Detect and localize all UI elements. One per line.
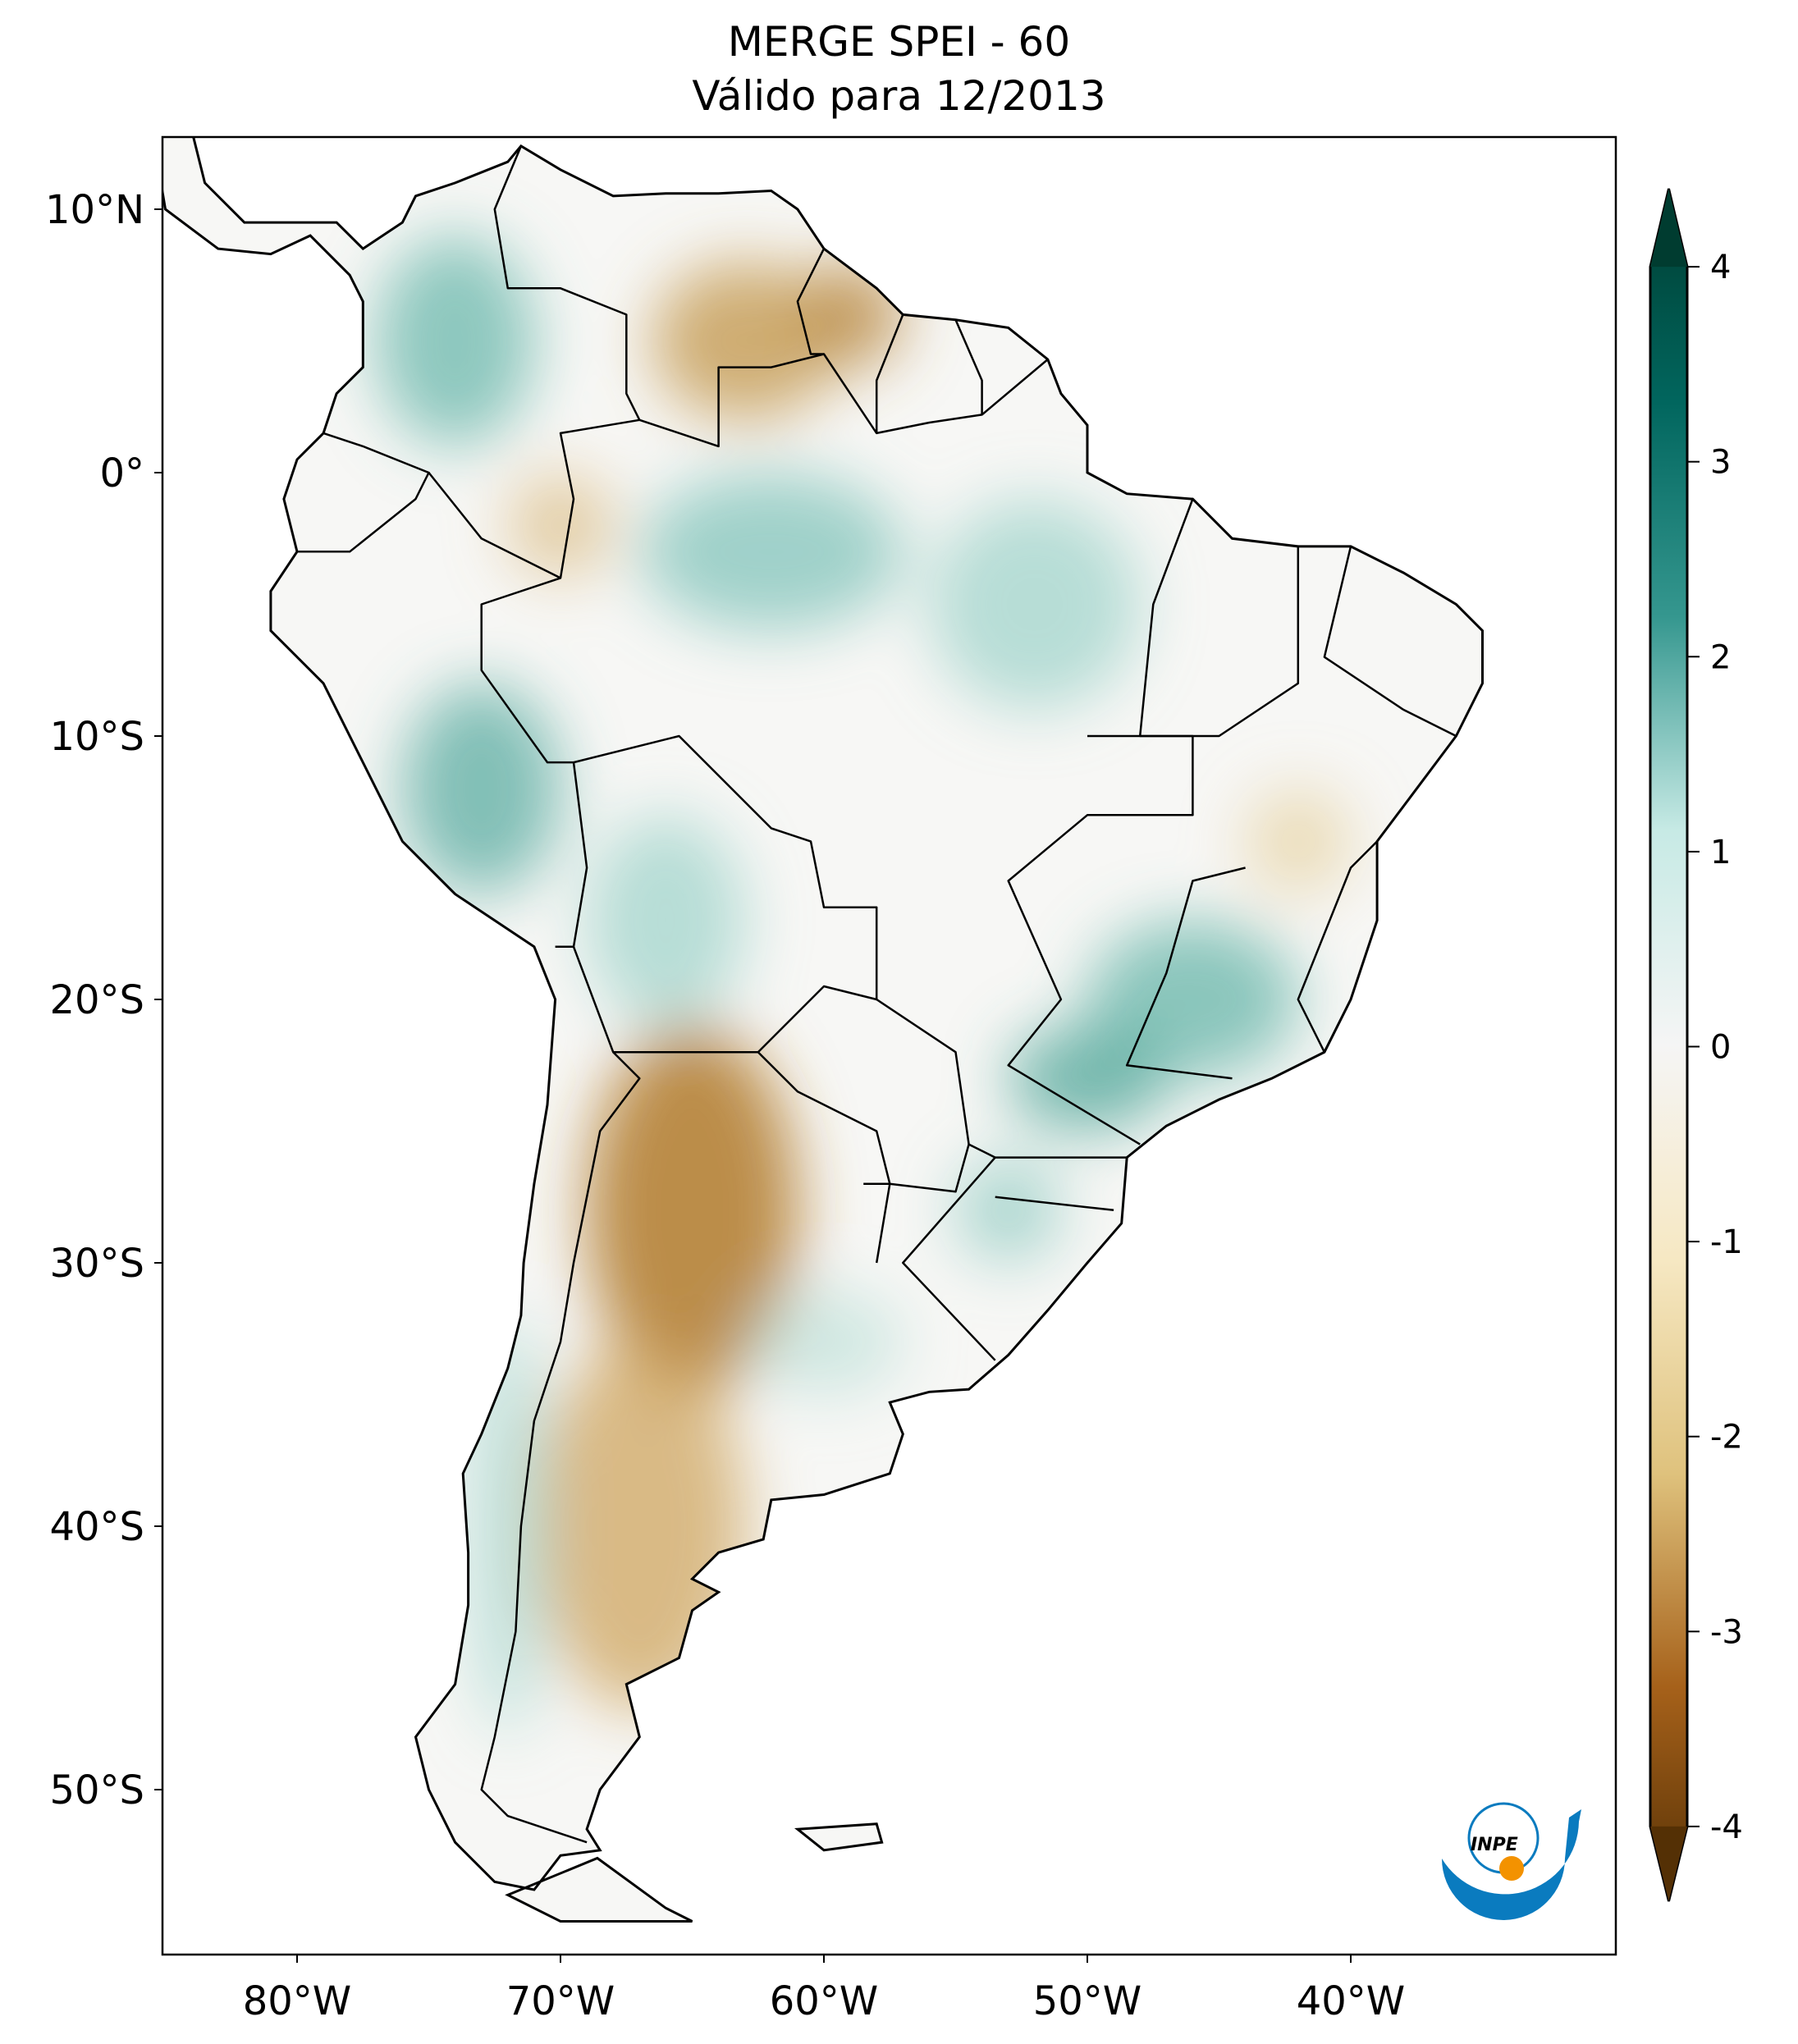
- border-line: [1192, 546, 1300, 738]
- border-line: [1007, 734, 1194, 1145]
- country-borders: [162, 137, 1484, 1923]
- colorbar-tick-label: -3: [1710, 1613, 1743, 1651]
- border-line: [1323, 546, 1404, 711]
- latitude-ticks: 10°N 0° 10°S 20°S 30°S 40°S 50°S: [45, 187, 162, 1813]
- border-line: [954, 319, 983, 415]
- border-line: [995, 1196, 1114, 1212]
- inpe-logo: INPE: [1442, 1802, 1581, 1920]
- y-tick-label: 50°S: [49, 1767, 144, 1813]
- spei-anomaly-patch: [507, 473, 614, 578]
- spei-anomaly-patch: [929, 499, 1141, 710]
- spei-anomaly-patch: [587, 1026, 798, 1395]
- colorbar-tick-label: -4: [1710, 1809, 1743, 1846]
- x-tick-label: 60°W: [770, 1978, 879, 2024]
- border-line: [1297, 840, 1378, 1053]
- y-tick-label: 10°N: [45, 187, 144, 233]
- spei-anomaly-patch: [652, 262, 838, 420]
- x-tick-label: 50°W: [1033, 1978, 1142, 2024]
- border-line: [863, 1182, 891, 1264]
- y-tick-label: 10°S: [49, 714, 144, 760]
- colorbar-tick-label: 2: [1710, 638, 1731, 676]
- spei-anomaly-patch: [744, 1289, 904, 1395]
- y-tick-label: 30°S: [49, 1241, 144, 1287]
- border-line: [757, 1051, 970, 1193]
- colorbar-extend-max: [1650, 189, 1687, 268]
- coastline: [162, 137, 1484, 1923]
- border-line: [1402, 708, 1457, 738]
- x-tick-label: 70°W: [506, 1978, 615, 2024]
- map-area: [162, 137, 1484, 1923]
- logo-arrow-icon: [1442, 1809, 1581, 1920]
- colorbar-scale: [1649, 188, 1689, 1902]
- longitude-ticks: 80°W 70°W 60°W 50°W 40°W: [243, 1955, 1406, 2024]
- y-tick-label: 0°: [99, 450, 144, 496]
- map-title-line1: MERGE SPEI - 60: [727, 18, 1071, 66]
- x-tick-label: 40°W: [1297, 1978, 1406, 2024]
- border-line: [572, 761, 877, 1054]
- y-tick-label: 40°S: [49, 1504, 144, 1550]
- map-frame: [161, 135, 1617, 1956]
- colorbar: 4 3 2 1 0 -1 -2 -3 -4: [1649, 188, 1743, 1902]
- border-line: [1125, 867, 1246, 1080]
- colorbar-tick-label: 3: [1710, 444, 1731, 482]
- border-line: [297, 432, 430, 553]
- spei-anomaly-patch: [1008, 1026, 1167, 1132]
- spei-anomaly-patch: [376, 235, 534, 446]
- spei-anomaly-patch: [587, 815, 745, 1027]
- colorbar-extend-min: [1650, 1826, 1687, 1901]
- border-line: [493, 145, 641, 421]
- spei-anomaly-patch: [955, 1157, 1061, 1264]
- spei-anomaly-patch: [1245, 789, 1352, 894]
- border-line: [428, 472, 561, 579]
- border-line: [875, 313, 904, 433]
- border-line: [1138, 498, 1194, 738]
- logo-text: INPE: [1471, 1835, 1518, 1855]
- spei-anomaly-patch: [639, 473, 904, 631]
- spei-anomaly-patch: [533, 1342, 745, 1711]
- spei-anomaly-patch: [1087, 920, 1298, 1079]
- logo-sun-icon: [1499, 1856, 1524, 1881]
- spei-anomaly-patch: [402, 683, 560, 894]
- colorbar-tick-label: 1: [1710, 834, 1731, 871]
- colorbar-tick-label: 0: [1710, 1029, 1731, 1067]
- spei-field: [376, 235, 1352, 1737]
- colorbar-tick-label: -2: [1710, 1419, 1743, 1456]
- y-tick-label: 20°S: [49, 977, 144, 1023]
- map-title-line2: Válido para 12/2013: [692, 72, 1106, 120]
- border-line: [480, 353, 1049, 1361]
- x-tick-label: 80°W: [243, 1978, 352, 2024]
- colorbar-tick-label: 4: [1710, 249, 1731, 286]
- border-line: [796, 248, 826, 355]
- colorbar-tick-label: -1: [1710, 1223, 1743, 1261]
- border-line: [480, 1051, 641, 1844]
